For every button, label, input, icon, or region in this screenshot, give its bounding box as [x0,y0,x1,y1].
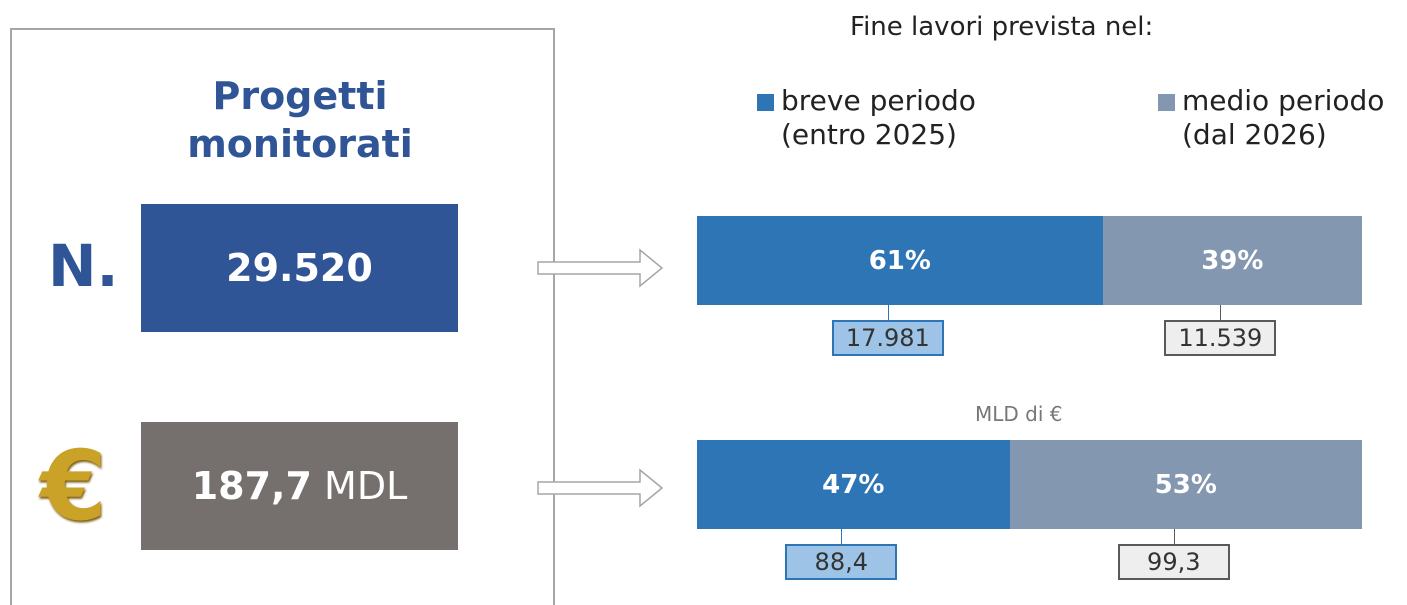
amount-label: 88,4 [814,548,868,576]
value-label: 39% [1201,245,1264,276]
bar-segment: 53% [1009,440,1362,529]
value-label: 61% [868,245,931,276]
amount-label: 17.981 [845,324,930,352]
leader-line [841,529,843,545]
amount-box: 99,3 [1117,544,1230,580]
amount-box: 11.539 [1164,320,1277,356]
count-box: 29.520 [141,204,458,332]
bar-segment: 47% [697,440,1010,529]
count-label: N. [48,232,119,300]
panel-title: Progetti monitorati [187,74,413,166]
legend-label: medio periodo (dal 2026) [1182,84,1385,151]
chart-title: Fine lavori prevista nel: [850,12,1154,42]
bar-segment: 39% [1102,216,1362,305]
currency-icon: € [40,430,107,542]
arrow [537,248,664,288]
leader-line [1173,529,1175,545]
amount-label: 99,3 [1147,548,1201,576]
amount-value: 187,7 [191,464,312,508]
legend-label: breve periodo (entro 2025) [781,84,976,151]
amount-unit: MDL [324,464,408,508]
value-label: 47% [822,469,885,500]
amount-box: 88,4 [785,544,898,580]
legend-swatch [1158,94,1175,111]
arrows [537,248,664,508]
leader-line [1220,305,1222,321]
amount-box: 187,7 MDL [141,422,458,550]
annotation: MLD di € [975,402,1063,426]
value-label: 53% [1154,469,1217,500]
amount-box: 17.981 [831,320,944,356]
arrow [537,468,664,508]
panel-frame [10,28,555,605]
legend-swatch [757,94,774,111]
amount-label: 11.539 [1178,324,1263,352]
count-value: 29.520 [226,246,373,290]
bar-segment: 61% [697,216,1103,305]
leader-line [887,305,889,321]
